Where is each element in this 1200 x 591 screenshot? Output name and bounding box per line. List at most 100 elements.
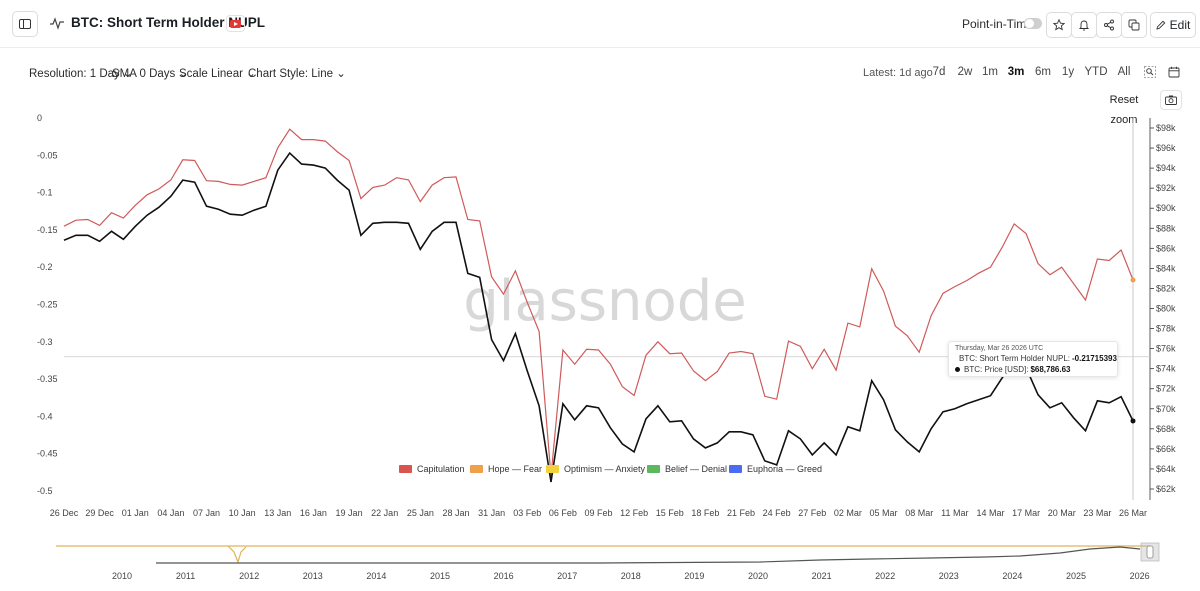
chart-style-label: Chart Style: Line: [248, 68, 334, 80]
range-all-button[interactable]: All: [1117, 66, 1131, 78]
right-axis-tick-label: $96k: [1156, 143, 1176, 153]
right-axis-tick-label: $74k: [1156, 364, 1176, 374]
legend-swatch: [546, 465, 559, 473]
resolution-label: Resolution: 1 Day: [29, 68, 120, 80]
navigator-year-label: 2021: [812, 571, 832, 581]
legend-swatch: [399, 465, 412, 473]
x-axis-tick-label: 15 Feb: [656, 508, 684, 518]
navigator-year-label: 2024: [1002, 571, 1022, 581]
right-y-axis: $98k $96k $94k $92k $90k $88k $86k $84k $82k $80k…: [1149, 118, 1176, 500]
copy-icon: [1128, 19, 1140, 31]
x-axis-tick-label: 20 Mar: [1048, 508, 1076, 518]
point-in-time-label: Point-in-Time: [962, 17, 1033, 31]
right-axis-tick-label: $90k: [1156, 203, 1176, 213]
x-axis-tick-label: 03 Feb: [513, 508, 541, 518]
x-axis-tick-label: 23 Mar: [1083, 508, 1111, 518]
pulse-icon: [50, 17, 64, 30]
right-axis-tick-label: $88k: [1156, 223, 1176, 233]
right-axis-tick-label: $62k: [1156, 484, 1176, 494]
left-axis-tick-label: -0.5: [37, 486, 53, 496]
tooltip-price-dot: [955, 367, 960, 372]
navigator-year-label: 2014: [366, 571, 386, 581]
tooltip-price-label: BTC: Price [USD]:: [964, 365, 1029, 374]
sidebar-icon: [19, 19, 31, 29]
left-axis-tick-label: -0.05: [37, 150, 58, 160]
range-3m-button[interactable]: 3m: [1007, 66, 1025, 78]
right-axis-tick-label: $72k: [1156, 384, 1176, 394]
right-axis-tick-label: $64k: [1156, 464, 1176, 474]
screenshot-button[interactable]: [1160, 90, 1182, 110]
chart-style-dropdown[interactable]: Chart Style: Line ⌄: [248, 66, 346, 80]
bell-icon: [1078, 20, 1090, 31]
navigator-year-label: 2018: [621, 571, 641, 581]
reset-zoom-button[interactable]: Reset zoom: [1109, 94, 1139, 126]
legend: Capitulation Hope — Fear Optimism — Anxiet…: [399, 464, 822, 474]
share-button[interactable]: [1096, 12, 1122, 38]
x-axis-tick-label: 16 Jan: [300, 508, 327, 518]
range-2w-button[interactable]: 2w: [957, 66, 973, 78]
right-axis-tick-label: $78k: [1156, 324, 1176, 334]
series-line-nupl: [63, 128, 1134, 477]
duplicate-button[interactable]: [1121, 12, 1147, 38]
star-icon: [1053, 19, 1065, 31]
left-axis-tick-label: -0.1: [37, 188, 53, 198]
zoom-icon: [1144, 66, 1156, 78]
x-axis-tick-label: 11 Mar: [941, 508, 968, 518]
navigator-year-label: 2025: [1066, 571, 1086, 581]
tooltip-nupl-row: BTC: Short Term Holder NUPL: -0.21715393: [955, 354, 1117, 363]
range-1y-button[interactable]: 1y: [1061, 66, 1075, 78]
range-1m-button[interactable]: 1m: [982, 66, 998, 78]
x-axis-tick-label: 29 Dec: [85, 508, 114, 518]
top-bar: BTC: Short Term Holder NUPL Point-in-Tim…: [0, 0, 1200, 48]
left-axis-tick-label: -0.35: [37, 374, 58, 384]
range-6m-button[interactable]: 6m: [1035, 66, 1051, 78]
left-axis-tick-label: -0.45: [37, 449, 58, 459]
right-axis-tick-label: $80k: [1156, 304, 1176, 314]
x-axis-tick-label: 05 Mar: [870, 508, 898, 518]
share-icon: [1104, 19, 1114, 31]
range-ytd-button[interactable]: YTD: [1084, 66, 1108, 78]
marker-nupl: [1130, 277, 1136, 283]
x-axis-tick-label: 04 Jan: [157, 508, 184, 518]
right-axis-tick-label: $68k: [1156, 424, 1176, 434]
sidebar-toggle-button[interactable]: [12, 11, 38, 37]
edit-label: Edit: [1169, 18, 1191, 32]
sma-dropdown[interactable]: SMA 0 Days ⌄: [112, 66, 188, 80]
chevron-down-icon: ⌄: [246, 68, 256, 80]
x-axis-tick-label: 08 Mar: [905, 508, 933, 518]
scale-dropdown[interactable]: Scale Linear ⌄: [179, 66, 256, 80]
navigator-year-label: 2017: [557, 571, 577, 581]
legend-label: Hope — Fear: [488, 464, 542, 474]
legend-label: Belief — Denial: [665, 464, 727, 474]
legend-swatch: [729, 465, 742, 473]
navigator-handle: [1146, 545, 1154, 559]
tooltip-price-value: $68,786.63: [1030, 365, 1071, 374]
tooltip: Thursday, Mar 26 2026 UTC BTC: Short Ter…: [948, 341, 1118, 377]
x-axis-tick-label: 27 Feb: [798, 508, 826, 518]
point-in-time-toggle[interactable]: [1024, 18, 1042, 29]
edit-button[interactable]: Edit: [1150, 12, 1196, 38]
left-axis-tick-label: 0: [37, 113, 42, 123]
chevron-down-icon: ⌄: [178, 68, 189, 80]
left-y-axis: 0 -0.05 -0.1 -0.15 -0.2 -0.25 -0.3 -0.35 -0.4 -0.…: [37, 113, 58, 496]
page-title: BTC: Short Term Holder NUPL: [71, 15, 266, 30]
pencil-icon: [1156, 20, 1165, 30]
x-axis-tick-label: 22 Jan: [371, 508, 398, 518]
chevron-down-icon: ⌄: [336, 68, 346, 80]
sma-label: SMA 0 Days: [112, 68, 176, 80]
resolution-dropdown[interactable]: Resolution: 1 Day ⌄: [29, 66, 133, 80]
date-range-button[interactable]: [1165, 63, 1183, 81]
navigator-price-line: [156, 546, 1141, 564]
tooltip-price-row: BTC: Price [USD]: $68,786.63: [955, 365, 1111, 374]
right-axis-tick-label: $98k: [1156, 123, 1176, 133]
range-7d-button[interactable]: 7d: [932, 66, 946, 78]
youtube-icon[interactable]: [226, 15, 245, 32]
right-axis-tick-label: $76k: [1156, 344, 1176, 354]
legend-label: Optimism — Anxiety: [564, 464, 646, 474]
zoom-select-button[interactable]: [1141, 63, 1159, 81]
navigator-year-label: 2023: [939, 571, 959, 581]
right-axis-tick-label: $94k: [1156, 163, 1176, 173]
navigator[interactable]: 2010 2011 2012 2013 2014 2015 2016 2017 2018 2019…: [56, 542, 1160, 581]
x-axis: 26 Dec 29 Dec 01 Jan 04 Jan 07 Jan 10 Jan 13 J…: [50, 508, 1147, 518]
